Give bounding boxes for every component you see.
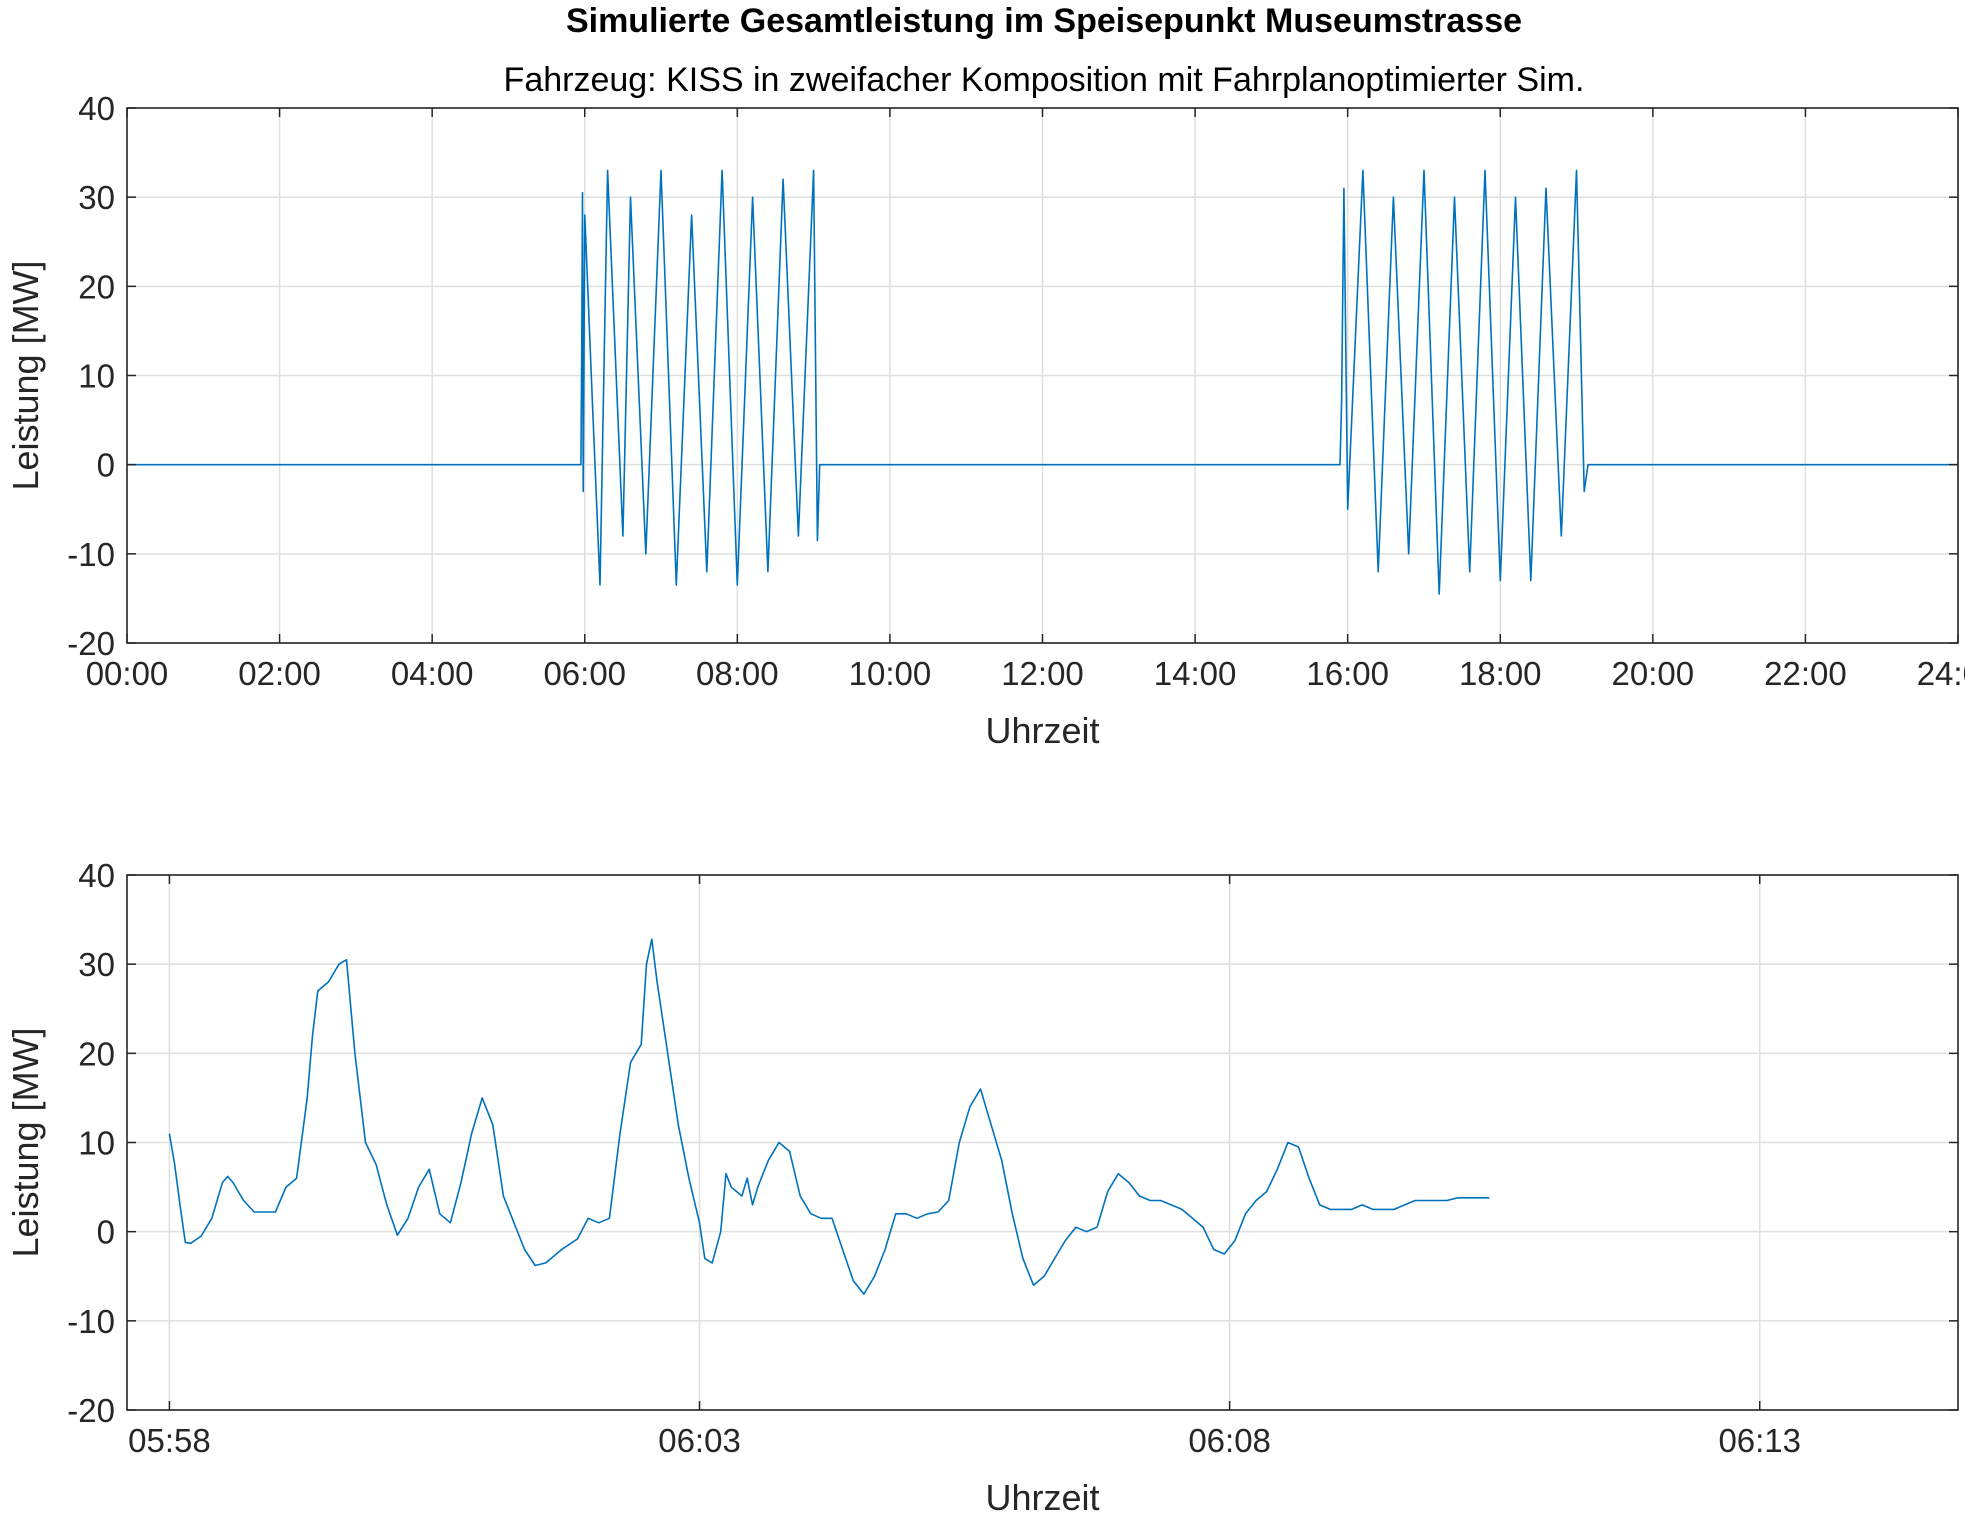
plot1-series-line xyxy=(168,938,1490,1295)
plot0-y-tick-label: -20 xyxy=(67,625,115,662)
plot1-y-tick-label: -20 xyxy=(67,1392,115,1429)
plot0-series-line xyxy=(127,169,1958,595)
plot1-y-tick-label: 0 xyxy=(97,1214,115,1251)
lower-plot: 05:58 06:03 06:08 06:13 -20 -10 0 10 20 30 40 Uhrze… xyxy=(5,857,1959,1518)
plot1-x-tick-label: 05:58 xyxy=(128,1422,211,1459)
chart-subtitle: Fahrzeug: KISS in zweifacher Komposition… xyxy=(504,61,1585,99)
upper-plot: 00:00 02:00 04:00 06:00 08:00 10:00 12:00 14:00… xyxy=(5,90,1965,751)
plot1-x-tick-label: 06:08 xyxy=(1188,1422,1271,1459)
plot1-x-tick-label: 06:13 xyxy=(1718,1422,1801,1459)
plot0-x-tick-label: 18:00 xyxy=(1459,655,1542,692)
plot0-y-tick-label: 20 xyxy=(78,268,115,305)
plot0-x-tick-label: 22:00 xyxy=(1764,655,1847,692)
plot0-x-tick-label: 04:00 xyxy=(391,655,474,692)
plot0-y-tick-label: 40 xyxy=(78,90,115,127)
plot0-x-tick-label: 02:00 xyxy=(238,655,321,692)
plot0-x-axis-label: Uhrzeit xyxy=(985,710,1099,751)
plot0-x-tick-label: 12:00 xyxy=(1001,655,1084,692)
plot1-y-tick-label: -10 xyxy=(67,1303,115,1340)
plot0-y-tick-label: 0 xyxy=(97,447,115,484)
plot0-x-tick-label: 06:00 xyxy=(543,655,626,692)
plot0-x-tick-label: 00:00 xyxy=(86,655,169,692)
plot1-y-tick-label: 20 xyxy=(78,1035,115,1072)
plot1-y-axis-label: Leistung [MW] xyxy=(5,1027,46,1257)
plot0-x-tick-label: 08:00 xyxy=(696,655,779,692)
plot0-x-tick-label: 24:00 xyxy=(1917,655,1965,692)
plot1-y-tick-label: 40 xyxy=(78,857,115,894)
plot0-x-tick-label: 14:00 xyxy=(1154,655,1237,692)
chart-title: Simulierte Gesamtleistung im Speisepunkt… xyxy=(566,2,1522,40)
plot1-y-tick-label: 30 xyxy=(78,946,115,983)
plot0-x-tick-label: 16:00 xyxy=(1306,655,1389,692)
plot0-y-tick-label: 30 xyxy=(78,179,115,216)
plot0-y-tick-label: -10 xyxy=(67,536,115,573)
plot0-x-tick-label: 20:00 xyxy=(1612,655,1695,692)
plot1-x-axis-label: Uhrzeit xyxy=(985,1477,1099,1518)
plot0-y-axis-label: Leistung [MW] xyxy=(5,260,46,490)
plot0-x-tick-label: 10:00 xyxy=(849,655,932,692)
plot1-y-tick-label: 10 xyxy=(78,1125,115,1162)
plot1-x-tick-label: 06:03 xyxy=(658,1422,741,1459)
plot0-y-tick-label: 10 xyxy=(78,358,115,395)
